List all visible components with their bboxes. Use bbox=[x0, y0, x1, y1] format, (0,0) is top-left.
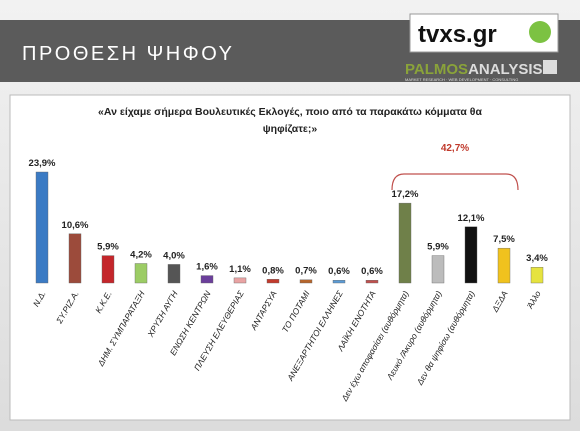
bar bbox=[332, 280, 346, 284]
data-label: 7,5% bbox=[493, 234, 515, 245]
data-label: 0,6% bbox=[361, 266, 383, 277]
data-label: 5,9% bbox=[427, 242, 449, 253]
data-label: 0,8% bbox=[262, 265, 284, 276]
bar bbox=[233, 277, 247, 284]
data-label: 10,6% bbox=[62, 220, 89, 231]
data-label: 17,2% bbox=[392, 189, 419, 200]
data-label: 1,6% bbox=[196, 262, 218, 273]
data-label: 4,0% bbox=[163, 250, 185, 261]
data-label: 5,9% bbox=[97, 242, 119, 253]
bar bbox=[431, 255, 445, 284]
bar bbox=[266, 279, 280, 284]
bar bbox=[134, 263, 148, 284]
bracket bbox=[391, 173, 519, 191]
data-label: 3,4% bbox=[526, 253, 548, 264]
bar bbox=[35, 171, 49, 284]
bar bbox=[167, 264, 181, 284]
logo-brand-2: ANALYSIS bbox=[468, 61, 542, 78]
data-label: 4,2% bbox=[130, 249, 152, 260]
bar bbox=[200, 275, 214, 284]
logo-brand-1: PALMOS bbox=[405, 61, 468, 78]
logo-tagline: MARKET RESEARCH · WEB DEVELOPMENT · CONS… bbox=[405, 77, 518, 82]
logo-main: tvxs.gr bbox=[418, 21, 497, 48]
bar bbox=[101, 255, 115, 284]
data-label: 23,9% bbox=[29, 158, 56, 169]
data-label: 1,1% bbox=[229, 264, 251, 275]
annotation: 42,7% bbox=[441, 143, 469, 154]
data-label: 0,7% bbox=[295, 266, 317, 277]
data-label: 0,6% bbox=[328, 266, 350, 277]
bar bbox=[497, 247, 511, 284]
bar bbox=[68, 233, 82, 284]
bar bbox=[299, 279, 313, 284]
bar bbox=[530, 267, 544, 284]
bar bbox=[398, 202, 412, 284]
logo-brand: PALMOSANALYSIS bbox=[405, 61, 543, 78]
slide-title: ΠΡΟΘΕΣΗ ΨΗΦΟΥ bbox=[22, 43, 234, 65]
logo-square bbox=[543, 60, 557, 74]
data-label: 12,1% bbox=[458, 213, 485, 224]
logo-dot bbox=[529, 21, 551, 43]
bar bbox=[365, 280, 379, 284]
bar bbox=[464, 226, 478, 284]
chart-title: «Αν είχαμε σήμερα Βουλευτικές Εκλογές, π… bbox=[98, 106, 482, 135]
